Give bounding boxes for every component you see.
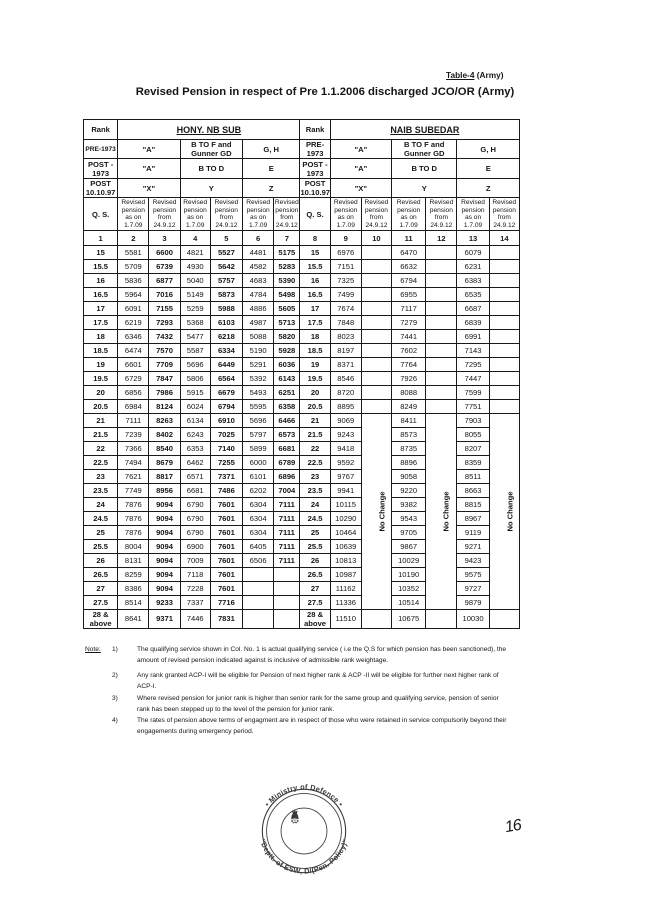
svg-text:"Deptt. of ESW, D/(Pen. Policy: "Deptt. of ESW, D/(Pen. Policy)" xyxy=(258,838,350,876)
svg-text:• Ministry of Defence •: • Ministry of Defence • xyxy=(263,782,346,808)
